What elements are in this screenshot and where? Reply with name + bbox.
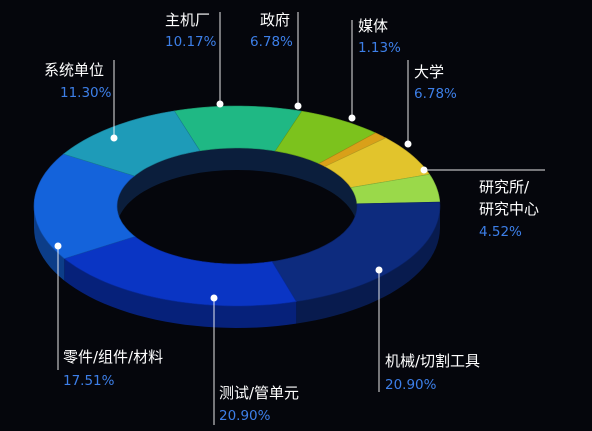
slice-label-系统单位: 系统单位 [44,61,104,79]
leader-dot-主机厂 [216,100,224,108]
slice-label-机械: 机械/切割工具 [385,352,480,370]
leader-dot-系统单位 [110,134,118,142]
leader-dot-机械 [375,266,383,274]
slice-labels: 主机厂 10.17% 政府 6.78% 媒体 1.13% 大学 6.78% 研究… [44,11,545,425]
slice-percent-零件: 17.51% [63,373,115,389]
slice-percent-研究所: 4.52% [479,224,522,240]
slice-percent-政府: 6.78% [250,34,293,50]
donut-top-faces [33,105,441,307]
leader-dot-研究所 [420,166,428,174]
slice-label-政府: 政府 [260,11,290,29]
leader-dot-零件 [54,242,62,250]
slice-label-研究所-line1: 研究所/ [479,178,530,196]
leader-dot-政府 [294,102,302,110]
leader-dot-媒体 [348,114,356,122]
slice-label-主机厂: 主机厂 [165,11,210,29]
slice-label-媒体: 媒体 [358,17,388,35]
slice-percent-媒体: 1.13% [358,40,401,56]
slice-机械切割工具 [271,201,441,302]
slice-side-5 [296,206,440,324]
leader-dot-大学 [404,140,412,148]
slice-percent-测试: 20.90% [219,408,271,424]
slice-percent-系统单位: 11.30% [60,85,112,101]
donut-inner-wall [117,148,357,228]
slice-label-研究所-line2: 研究中心 [479,200,539,218]
slice-side-7 [34,206,65,281]
slice-percent-主机厂: 10.17% [165,34,217,50]
slice-label-零件: 零件/组件/材料 [63,348,163,366]
slice-label-测试: 测试/管单元 [219,384,299,402]
slice-side-6 [64,258,297,328]
slice-percent-大学: 6.78% [414,86,457,102]
donut-side-walls [34,148,440,328]
slice-系统单位 [62,110,201,177]
slice-percent-机械: 20.90% [385,377,437,393]
slice-label-大学: 大学 [414,63,444,81]
leader-dot-测试 [210,294,218,302]
